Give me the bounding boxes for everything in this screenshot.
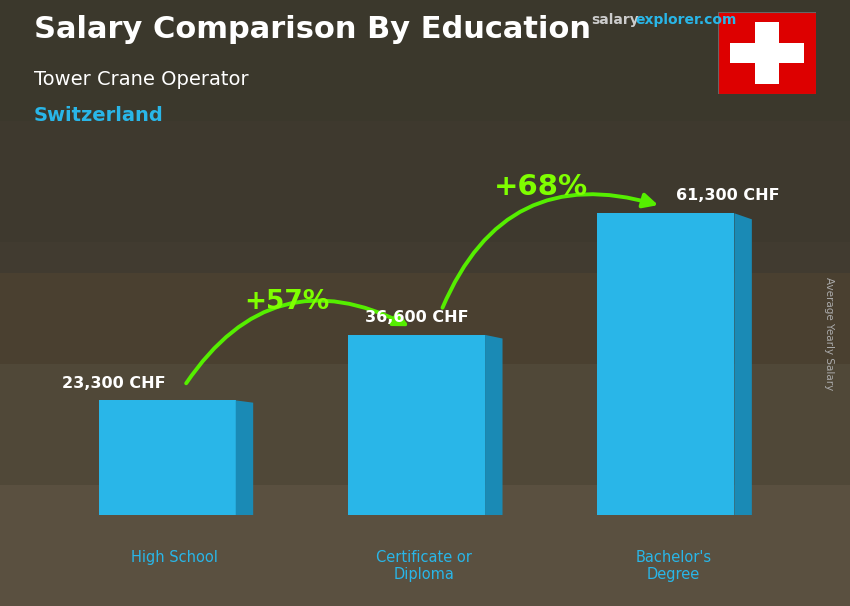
- Polygon shape: [734, 213, 752, 515]
- Text: salary: salary: [591, 13, 638, 27]
- Text: Salary Comparison By Education: Salary Comparison By Education: [34, 15, 591, 44]
- Bar: [755, 22, 779, 84]
- FancyArrowPatch shape: [443, 194, 654, 308]
- Text: High School: High School: [131, 550, 218, 565]
- Text: Certificate or
Diploma: Certificate or Diploma: [376, 550, 472, 582]
- FancyArrowPatch shape: [186, 301, 405, 384]
- Bar: [99, 401, 235, 515]
- Text: +68%: +68%: [494, 173, 588, 201]
- Bar: [598, 213, 734, 515]
- Text: +57%: +57%: [244, 289, 330, 315]
- Bar: [348, 335, 485, 515]
- Text: Average Yearly Salary: Average Yearly Salary: [824, 277, 834, 390]
- Bar: [730, 43, 804, 63]
- Polygon shape: [235, 401, 253, 515]
- Text: Tower Crane Operator: Tower Crane Operator: [34, 70, 248, 88]
- Polygon shape: [485, 335, 502, 515]
- Text: Bachelor's
Degree: Bachelor's Degree: [635, 550, 711, 582]
- Text: 23,300 CHF: 23,300 CHF: [62, 376, 166, 390]
- Text: Switzerland: Switzerland: [34, 106, 164, 125]
- Text: 61,300 CHF: 61,300 CHF: [677, 188, 780, 204]
- Text: explorer.com: explorer.com: [636, 13, 737, 27]
- Text: 36,600 CHF: 36,600 CHF: [365, 310, 468, 325]
